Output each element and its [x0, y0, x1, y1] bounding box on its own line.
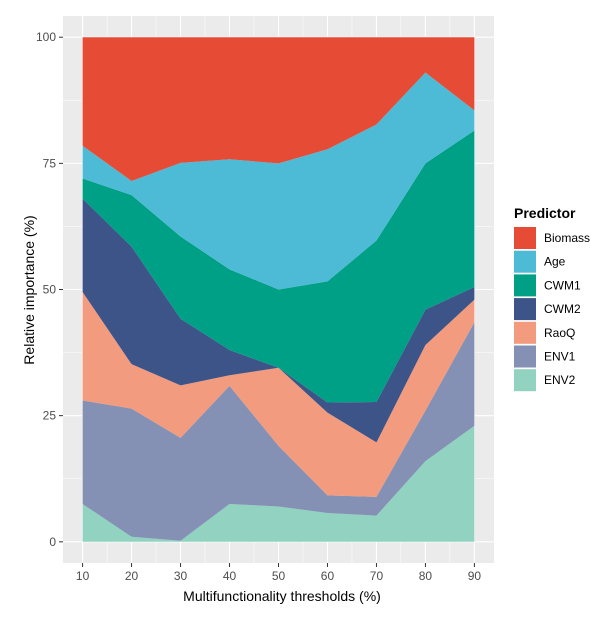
x-tick-label: 20: [125, 569, 139, 583]
legend-key-cwm2: [514, 298, 536, 321]
axes: 0 25 50 75 100 10 20 30 40 50 60 70 80 90: [36, 30, 481, 583]
legend-key-age: [514, 250, 536, 273]
y-tick-label: 0: [49, 535, 56, 549]
legend-label-biomass: Biomass: [544, 231, 590, 245]
area-env2: [82, 425, 475, 542]
x-tick-label: 40: [223, 569, 237, 583]
y-tick-label: 75: [43, 156, 57, 170]
legend: Predictor Biomass Age CWM1 CWM2 RaoQ ENV1 ENV2: [514, 205, 590, 392]
y-tick-label: 25: [43, 409, 57, 423]
legend-label-cwm1: CWM1: [544, 278, 581, 292]
legend-key-raoq: [514, 321, 536, 344]
y-tick-label: 100: [36, 30, 56, 44]
legend-label-env2: ENV2: [544, 373, 576, 387]
x-tick-label: 80: [419, 569, 433, 583]
x-tick-label: 30: [174, 569, 188, 583]
area-env1: [82, 322, 475, 541]
legend-key-env1: [514, 345, 536, 368]
area-age: [82, 72, 475, 290]
x-tick-label: 10: [76, 569, 90, 583]
legend-label-raoq: RaoQ: [544, 326, 575, 340]
y-axis-title: Relative importance (%): [21, 215, 37, 364]
legend-label-age: Age: [544, 255, 566, 269]
legend-key-cwm1: [514, 274, 536, 297]
area-biomass: [82, 37, 475, 182]
x-tick-label: 60: [321, 569, 335, 583]
x-axis-title: Multifunctionality thresholds (%): [183, 588, 381, 604]
legend-label-env1: ENV1: [544, 350, 576, 364]
area-cwm1: [82, 130, 475, 403]
legend-key-env2: [514, 369, 536, 392]
x-tick-label: 90: [468, 569, 482, 583]
area-raoq: [82, 292, 475, 497]
x-tick-label: 70: [370, 569, 384, 583]
legend-key-biomass: [514, 227, 536, 249]
legend-label-cwm2: CWM2: [544, 302, 581, 316]
y-tick-label: 50: [43, 283, 57, 297]
x-tick-label: 50: [272, 569, 286, 583]
area-layer: [82, 37, 475, 542]
legend-title: Predictor: [514, 205, 576, 221]
area-cwm2: [82, 198, 475, 443]
